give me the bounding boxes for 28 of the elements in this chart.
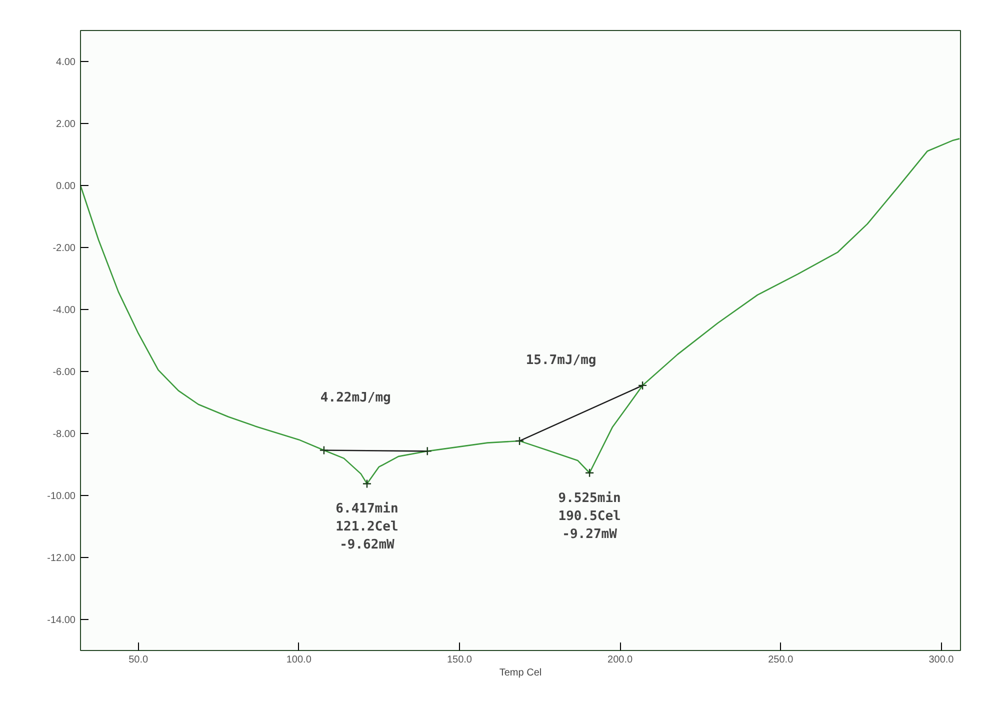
- x-tick-label: 50.0: [128, 654, 148, 666]
- x-tick-label: 100.0: [286, 654, 312, 666]
- x-tick-label: 300.0: [928, 654, 954, 666]
- annotation: 9.525min 190.5Cel -9.27mW: [558, 490, 621, 542]
- point: [362, 479, 372, 488]
- point: [584, 468, 594, 478]
- y-tick-label: -6.00: [52, 367, 76, 378]
- point: [422, 446, 432, 456]
- line-series: [80, 138, 960, 484]
- y-tick-label: -8.00: [52, 429, 76, 440]
- y-tick-label: 2.00: [56, 119, 76, 130]
- y-tick-label: -10.00: [47, 491, 76, 502]
- x-axis-title: Temp Cel: [499, 668, 542, 678]
- x-tick-label: 250.0: [768, 654, 794, 666]
- annotation: 6.417min 121.2Cel -9.62mW: [336, 502, 398, 553]
- annotation: 15.7mJ/mg: [526, 353, 596, 368]
- point: [514, 436, 524, 446]
- point: [319, 446, 329, 455]
- y-tick-label: 4.00: [56, 57, 76, 68]
- x-tick-label: 150.0: [446, 654, 472, 666]
- point: [638, 380, 648, 390]
- y-tick-label: -12.00: [47, 553, 76, 564]
- y-tick-label: -2.00: [52, 243, 76, 254]
- annotation: 4.22mJ/mg: [320, 390, 391, 406]
- x-tick-label: 200.0: [608, 654, 634, 666]
- y-tick-label: -14.00: [47, 615, 76, 626]
- y-tick-label: -4.00: [52, 305, 76, 316]
- y-tick-label: 0.00: [56, 181, 76, 192]
